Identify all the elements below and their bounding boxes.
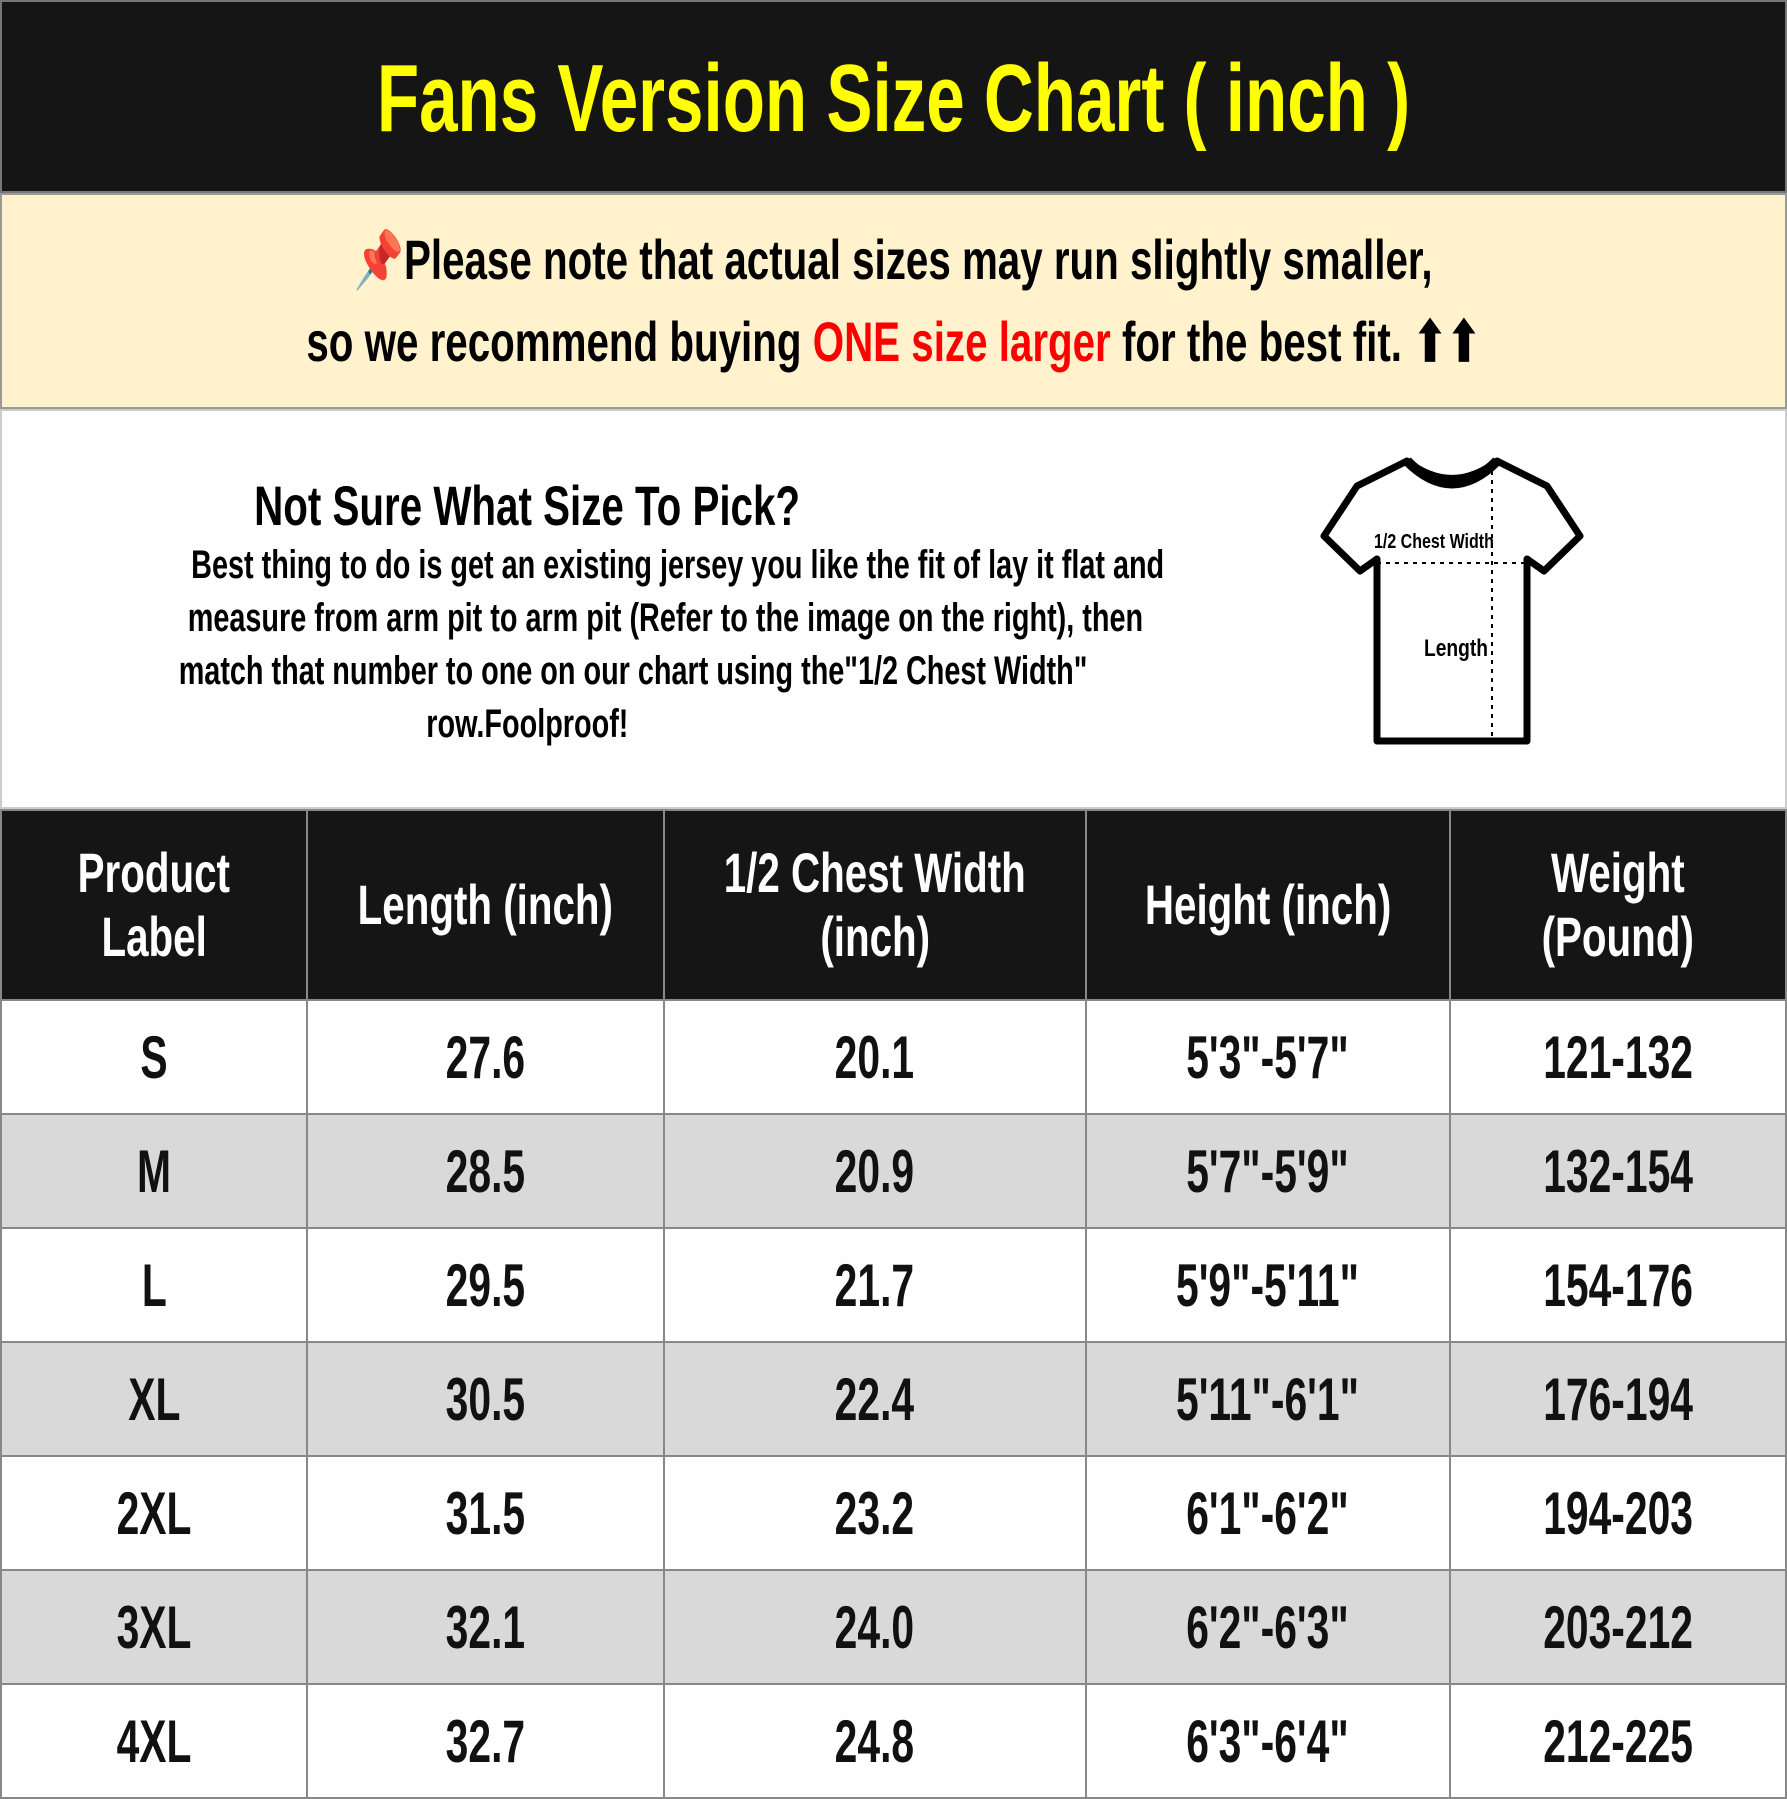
tshirt-diagram-icon: 1/2 Chest Width Length [1320, 457, 1584, 745]
table-row: 3XL 32.1 24.0 6'2"-6'3" 203-212 [0, 1569, 1787, 1685]
column-header-product-label: Product Label [0, 809, 309, 1001]
cell-height: 6'1"-6'2" [1084, 1455, 1451, 1571]
cell-weight: 203-212 [1448, 1569, 1787, 1685]
table-row: 4XL 32.7 24.8 6'3"-6'4" 212-225 [0, 1683, 1787, 1799]
size-help-section: Not Sure What Size To Pick? Best thing t… [0, 409, 1787, 809]
table-row: 2XL 31.5 23.2 6'1"-6'2" 194-203 [0, 1455, 1787, 1571]
cell-product-label: XL [0, 1341, 309, 1457]
help-heading: Not Sure What Size To Pick? [254, 474, 800, 537]
table-row: M 28.5 20.9 5'7"-5'9" 132-154 [0, 1113, 1787, 1229]
cell-product-label: 2XL [0, 1455, 309, 1571]
table-row: S 27.6 20.1 5'3"-5'7" 121-132 [0, 999, 1787, 1115]
cell-height: 6'3"-6'4" [1084, 1683, 1451, 1799]
cell-height: 5'7"-5'9" [1084, 1113, 1451, 1229]
cell-weight: 121-132 [1448, 999, 1787, 1115]
page-title: Fans Version Size Chart ( inch ) [0, 0, 1787, 193]
pushpin-icon: 📌 [354, 228, 405, 291]
cell-chest-width: 21.7 [662, 1227, 1087, 1343]
cell-length: 32.1 [306, 1569, 665, 1685]
cell-chest-width: 22.4 [662, 1341, 1087, 1457]
cell-length: 30.5 [306, 1341, 665, 1457]
cell-weight: 194-203 [1448, 1455, 1787, 1571]
cell-chest-width: 20.1 [662, 999, 1087, 1115]
cell-product-label: 3XL [0, 1569, 309, 1685]
cell-product-label: 4XL [0, 1683, 309, 1799]
table-row: L 29.5 21.7 5'9"-5'11" 154-176 [0, 1227, 1787, 1343]
column-header-height: Height (inch) [1084, 809, 1451, 1001]
cell-product-label: M [0, 1113, 309, 1229]
cell-chest-width: 23.2 [662, 1455, 1087, 1571]
cell-length: 31.5 [306, 1455, 665, 1571]
help-body: Best thing to do is get an existing jers… [178, 543, 1165, 746]
column-header-length: Length (inch) [306, 809, 665, 1001]
cell-weight: 132-154 [1448, 1113, 1787, 1229]
cell-height: 5'9"-5'11" [1084, 1227, 1451, 1343]
table-header-row: Product Label Length (inch) 1/2 Chest Width… [0, 809, 1787, 1001]
cell-chest-width: 24.0 [662, 1569, 1087, 1685]
cell-length: 29.5 [306, 1227, 665, 1343]
cell-weight: 212-225 [1448, 1683, 1787, 1799]
length-label: Length [1424, 634, 1488, 662]
cell-product-label: L [0, 1227, 309, 1343]
size-table: Product Label Length (inch) 1/2 Chest Width… [0, 809, 1787, 1799]
cell-chest-width: 24.8 [662, 1683, 1087, 1799]
chest-width-label: 1/2 Chest Width [1374, 530, 1494, 552]
cell-height: 5'11"-6'1" [1084, 1341, 1451, 1457]
table-row: XL 30.5 22.4 5'11"-6'1" 176-194 [0, 1341, 1787, 1457]
cell-length: 28.5 [306, 1113, 665, 1229]
cell-length: 27.6 [306, 999, 665, 1115]
cell-weight: 154-176 [1448, 1227, 1787, 1343]
column-header-chest-width: 1/2 Chest Width (inch) [662, 809, 1087, 1001]
cell-weight: 176-194 [1448, 1341, 1787, 1457]
up-arrows-icon: ⬆⬆ [1413, 310, 1481, 373]
cell-height: 5'3"-5'7" [1084, 999, 1451, 1115]
cell-chest-width: 20.9 [662, 1113, 1087, 1229]
cell-length: 32.7 [306, 1683, 665, 1799]
sizing-note: 📌Please note that actual sizes may run s… [0, 193, 1787, 409]
cell-product-label: S [0, 999, 309, 1115]
highlight-text: ONE size larger [812, 310, 1111, 373]
column-header-weight: Weight (Pound) [1448, 809, 1787, 1001]
cell-height: 6'2"-6'3" [1084, 1569, 1451, 1685]
